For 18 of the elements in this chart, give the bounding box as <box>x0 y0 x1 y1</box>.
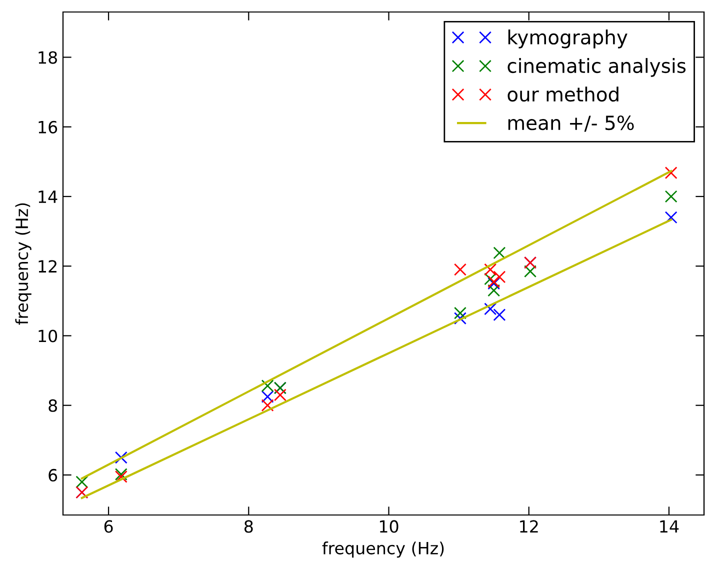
x-tick-label: 14 <box>660 520 679 533</box>
y-tick-label: 14 <box>38 190 58 203</box>
legend-label: mean +/- 5% <box>508 115 634 132</box>
y-tick-label: 8 <box>48 399 57 412</box>
y-tick-label: 12 <box>38 260 56 272</box>
x-tick-label: 6 <box>104 520 113 533</box>
y-tick-label: 6 <box>48 468 58 482</box>
x-tick-label: 12 <box>520 520 538 533</box>
legend-label: kymography <box>508 30 628 48</box>
x-axis-title: frequency (Hz) <box>322 542 444 558</box>
legend-label: our method <box>508 86 618 102</box>
y-axis-title: frequency (Hz) <box>15 203 32 325</box>
y-tick-label: 18 <box>38 51 57 64</box>
legend-label: cinematic analysis <box>508 58 686 77</box>
y-tick-label: 10 <box>38 330 58 342</box>
x-tick-label: 8 <box>244 520 253 533</box>
y-tick-label: 16 <box>38 120 58 134</box>
x-tick-label: 10 <box>380 520 398 533</box>
